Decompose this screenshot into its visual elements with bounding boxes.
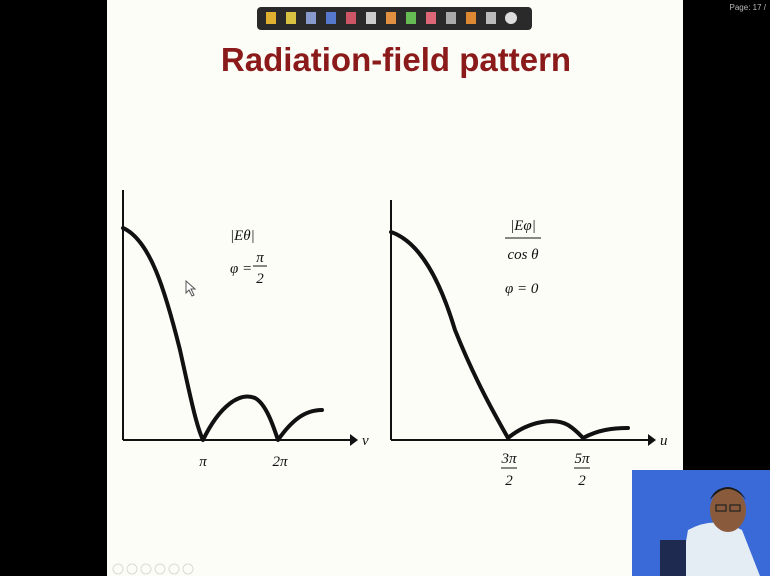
- tool-icon[interactable]: [426, 12, 436, 24]
- tool-icon[interactable]: [326, 12, 336, 24]
- tool-icon[interactable]: [306, 12, 316, 24]
- person-body: [680, 522, 760, 576]
- control-icon[interactable]: [168, 563, 180, 575]
- webcam-inset: [632, 470, 770, 576]
- playback-controls: [112, 563, 194, 575]
- mouse-cursor: [185, 279, 197, 297]
- tool-icon[interactable]: [486, 12, 496, 24]
- axis-label: v: [362, 433, 369, 449]
- glasses: [715, 504, 727, 512]
- left-plot: |Eθ| φ = π 2 v π 2π: [121, 190, 369, 470]
- tool-icon[interactable]: [386, 12, 396, 24]
- tool-icon[interactable]: [505, 12, 517, 24]
- tick-label: π: [199, 454, 207, 470]
- curve-label: |Eθ|: [230, 228, 255, 244]
- glasses: [729, 504, 741, 512]
- chair: [660, 540, 686, 576]
- toolbar: [257, 7, 532, 30]
- tool-icon[interactable]: [446, 12, 456, 24]
- condition: φ = 0: [505, 281, 539, 297]
- control-icon[interactable]: [154, 563, 166, 575]
- control-icon[interactable]: [112, 563, 124, 575]
- curve-label-numerator: |Eφ|: [510, 218, 536, 234]
- tool-icon[interactable]: [466, 12, 476, 24]
- condition-numerator: π: [256, 250, 264, 266]
- condition-denominator: 2: [256, 271, 264, 287]
- control-icon[interactable]: [126, 563, 138, 575]
- person-head: [710, 488, 746, 532]
- axis-arrow: [350, 434, 358, 446]
- page-label: Page: 17 /: [730, 3, 767, 12]
- tick-denominator: 2: [578, 473, 586, 489]
- right-plot: |Eφ| cos θ φ = 0 u 3π 2 5π 2: [389, 200, 668, 489]
- axis-arrow: [648, 434, 656, 446]
- pattern-curve: [121, 226, 324, 442]
- control-icon[interactable]: [140, 563, 152, 575]
- person-hair: [710, 487, 746, 500]
- condition-lhs: φ =: [230, 261, 252, 277]
- slide-title: Radiation-field pattern: [221, 41, 571, 78]
- tool-icon[interactable]: [346, 12, 356, 24]
- tick-denominator: 2: [505, 473, 513, 489]
- tool-icon[interactable]: [266, 12, 276, 24]
- tick-numerator: 3π: [500, 451, 517, 467]
- tool-icon[interactable]: [366, 12, 376, 24]
- control-icon[interactable]: [182, 563, 194, 575]
- tick-label: 2π: [272, 454, 288, 470]
- curve-label-denominator: cos θ: [507, 247, 539, 263]
- tool-icon[interactable]: [286, 12, 296, 24]
- tool-icon[interactable]: [406, 12, 416, 24]
- pattern-curve: [389, 230, 630, 440]
- tick-numerator: 5π: [574, 451, 590, 467]
- axis-label: u: [660, 433, 668, 449]
- slide: [107, 0, 683, 576]
